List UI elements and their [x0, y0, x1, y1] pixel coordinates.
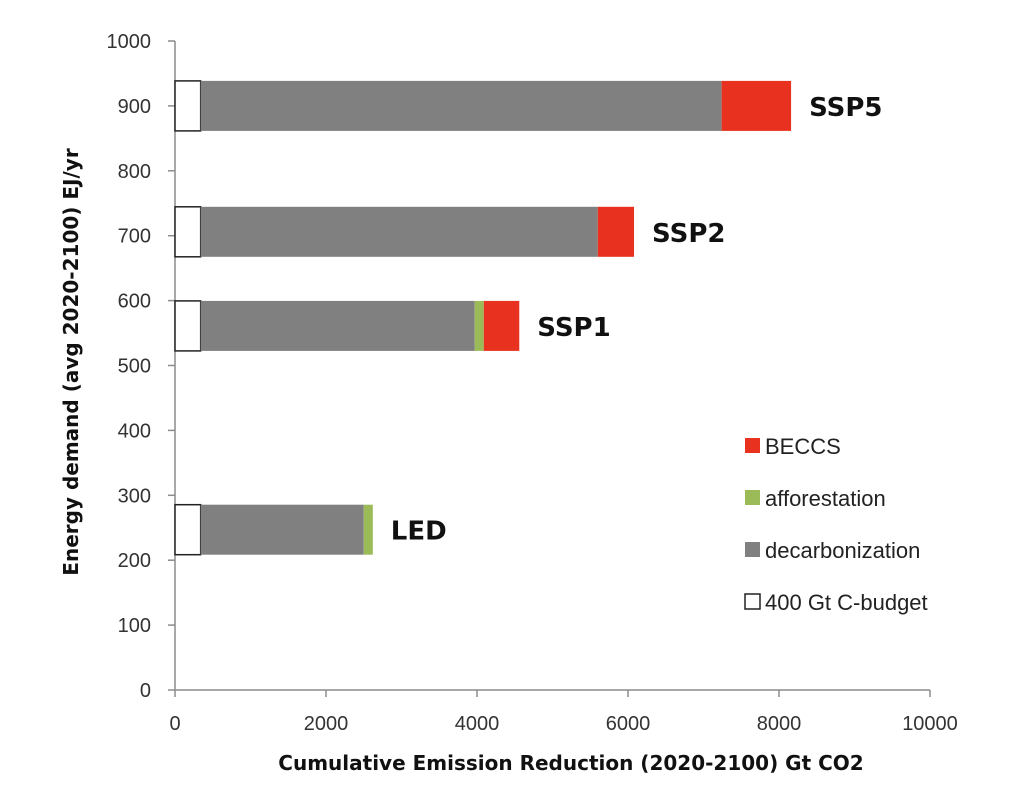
bar-segment-beccs — [597, 206, 635, 257]
y-tick-label: 500 — [118, 356, 151, 378]
bar-segment-400-gt-c-budget — [174, 206, 202, 258]
legend-swatch — [745, 542, 760, 557]
y-tick-label: 400 — [118, 420, 151, 442]
x-axis: 0 2000 4000 6000 8000 10000 — [169, 689, 958, 735]
x-axis-title: Cumulative Emission Reduction (2020-2100… — [278, 751, 863, 775]
y-tick-label: 100 — [118, 615, 151, 637]
bar-segment-beccs — [483, 300, 520, 351]
legend-label: afforestation — [765, 486, 886, 511]
bar-segment-decarbonization — [200, 80, 722, 131]
y-tick-label: 300 — [118, 485, 151, 507]
bar-segment-400-gt-c-budget — [174, 503, 202, 556]
legend-label: BECCS — [765, 434, 841, 459]
legend-swatch — [745, 438, 760, 453]
y-tick-label: 200 — [118, 550, 151, 572]
legend: BECCS afforestation decarbonization 400 Gt … — [744, 434, 928, 615]
x-tick-label: 0 — [169, 713, 180, 735]
x-tick-label: 8000 — [757, 713, 802, 735]
bar-labels: SSP5 SSP2 SSP1 LED — [391, 93, 883, 547]
legend-swatch — [744, 593, 761, 610]
bar-segment-400-gt-c-budget — [174, 300, 202, 352]
x-tick-label: 2000 — [304, 713, 349, 735]
bar-segment-afforestation — [363, 504, 373, 555]
y-tick-label: 0 — [140, 680, 151, 702]
x-tick-label: 10000 — [902, 713, 958, 735]
x-tick-label: 4000 — [455, 713, 500, 735]
bar-segment-beccs — [721, 80, 792, 131]
bar-segment-decarbonization — [200, 300, 475, 351]
x-tick-label: 6000 — [606, 713, 651, 735]
bar-segment-afforestation — [474, 300, 484, 351]
bar-label-ssp2: SSP2 — [652, 219, 725, 249]
y-tick-label: 700 — [118, 226, 151, 248]
y-tick-label: 800 — [118, 161, 151, 183]
legend-swatch — [745, 490, 760, 505]
legend-label: 400 Gt C-budget — [765, 590, 928, 615]
bar-label-ssp1: SSP1 — [537, 313, 610, 343]
bar-label-led: LED — [391, 517, 447, 547]
bar-segment-decarbonization — [200, 504, 364, 555]
y-axis: 0 100 200 300 400 500 600 700 800 900 1000 — [107, 31, 176, 702]
bar-label-ssp5: SSP5 — [809, 93, 882, 123]
y-tick-label: 600 — [118, 291, 151, 313]
legend-label: decarbonization — [765, 538, 920, 563]
bar-segment-decarbonization — [200, 206, 598, 257]
y-tick-label: 900 — [118, 96, 151, 118]
y-axis-title: Energy demand (avg 2020-2100) EJ/yr — [59, 148, 83, 576]
bar-segment-400-gt-c-budget — [174, 80, 202, 132]
y-tick-label: 1000 — [107, 31, 152, 53]
bars — [174, 80, 792, 556]
